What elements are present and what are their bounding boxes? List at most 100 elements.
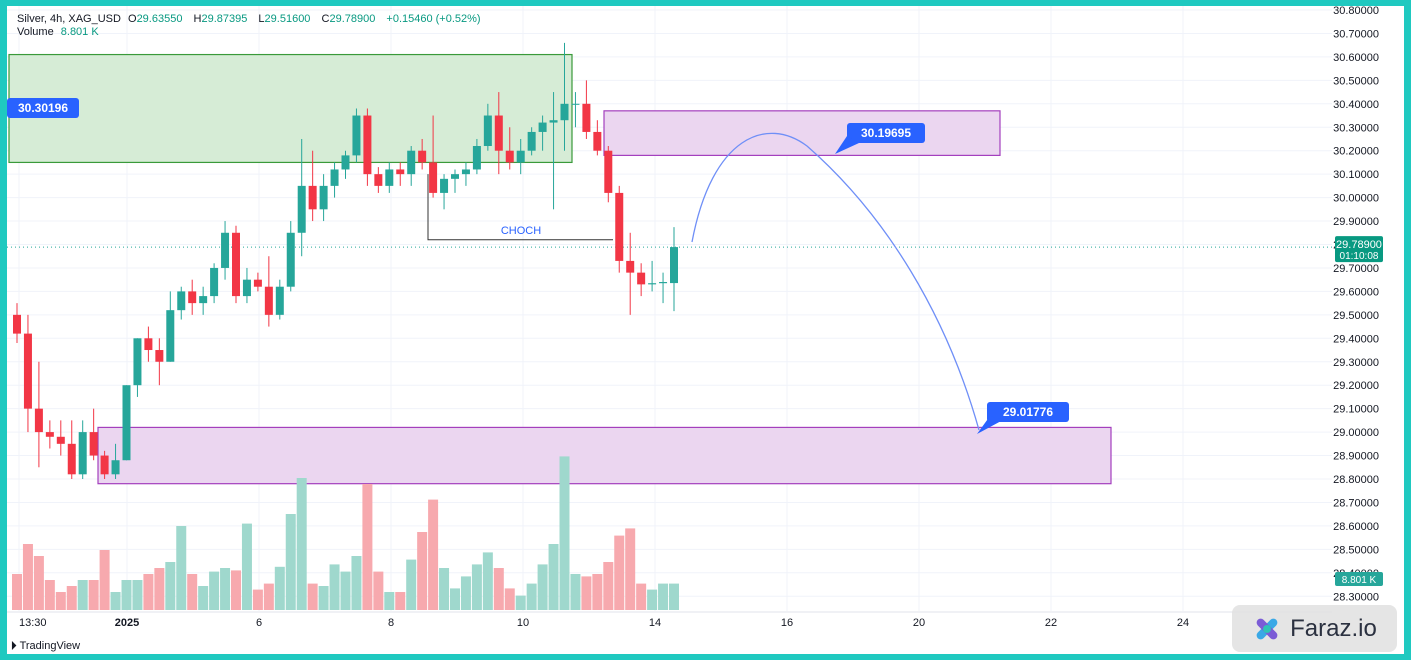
open-value: 29.63550 [136, 13, 183, 25]
volume-bar [373, 571, 384, 610]
price-tick-label: 30.00000 [1333, 193, 1379, 205]
volume-bar [351, 556, 362, 610]
candle-body [637, 272, 646, 285]
volume-bar [198, 586, 209, 610]
high-value: 29.87395 [201, 13, 248, 25]
volume-bar [636, 583, 647, 610]
volume-bar [252, 589, 263, 610]
choch-line [427, 174, 613, 241]
volume-tag [1335, 572, 1383, 586]
candle-body [111, 460, 120, 475]
tradingview-logo[interactable]: ⏵ TradingView [11, 640, 80, 653]
candle-body [221, 232, 230, 268]
volume-bar [231, 570, 241, 610]
price-tick-label: 29.40000 [1333, 333, 1379, 345]
volume-bar [285, 514, 296, 610]
candle-body [89, 432, 98, 456]
price-tick-label: 29.10000 [1333, 404, 1379, 416]
candle-body [78, 432, 87, 475]
volume-bar [12, 574, 22, 610]
volume-bar [88, 580, 99, 610]
target-low-label-tail [977, 416, 1003, 434]
time-tick-label: 16 [781, 617, 793, 629]
projection-curve [691, 132, 980, 431]
price-tick-label: 29.00000 [1333, 427, 1379, 439]
candle-body [166, 310, 175, 362]
volume-bar [209, 571, 220, 610]
price-tick-label: 28.30000 [1333, 591, 1379, 603]
target-low-label: 29.01776 [1003, 405, 1053, 419]
candle-body [418, 150, 427, 163]
candle-body [133, 338, 142, 386]
volume-bar [121, 580, 132, 610]
candle-body [34, 408, 43, 433]
volume-bar [559, 456, 570, 610]
candle-body [275, 286, 284, 315]
volume-bar [110, 592, 121, 610]
volume-bar [614, 535, 625, 610]
volume-label: Volume [17, 26, 54, 38]
price-tick-label: 29.70000 [1333, 263, 1379, 275]
volume-bar [274, 566, 285, 610]
chart-legend: Silver, 4h, XAG_USD O29.63550 H29.87395 … [17, 13, 485, 39]
volume-bar [548, 544, 559, 610]
time-tick-label: 6 [256, 617, 262, 629]
change-value: +0.15460 (+0.52%) [386, 13, 481, 25]
price-tick-label: 30.70000 [1333, 28, 1379, 40]
price-tick-label: 29.50000 [1333, 310, 1379, 322]
top-left-value-label-box [7, 98, 79, 118]
chart-frame[interactable]: CHOCH 30.30196 30.19695 29.01776 30.80000 30.… [7, 6, 1404, 654]
candle-body [549, 120, 558, 123]
candle-body [177, 291, 186, 311]
target-high-label: 30.19695 [861, 126, 911, 140]
price-tick-label: 30.60000 [1333, 52, 1379, 64]
candle-body [188, 291, 197, 304]
time-tick-label: 13:30 [19, 617, 47, 629]
volume-bar [296, 478, 307, 610]
volume-bar [318, 586, 329, 610]
candle-body [264, 286, 273, 315]
low-label: L [258, 13, 265, 25]
time-tick-label: 10 [517, 617, 529, 629]
volume-bar [362, 484, 373, 610]
candle-body [604, 150, 613, 193]
price-tick-label: 28.70000 [1333, 497, 1379, 509]
candle-body [494, 115, 503, 151]
price-chart[interactable]: CHOCH 30.30196 30.19695 29.01776 30.80000 30.… [7, 6, 1404, 654]
candle-body [516, 150, 525, 163]
volume-bar [515, 595, 526, 610]
volume-bar [493, 568, 504, 610]
volume-bar [471, 564, 482, 610]
price-tick-label: 29.60000 [1333, 286, 1379, 298]
last-price-tag [1335, 236, 1383, 263]
volume-bar [55, 592, 66, 610]
volume-tag-value: 8.801 K [1342, 575, 1377, 586]
tradingview-label: TradingView [19, 640, 81, 652]
candle-body [352, 115, 361, 156]
candle-body [659, 282, 668, 284]
symbol-label: Silver, 4h, XAG_USD [17, 13, 121, 25]
volume-bar [165, 562, 176, 610]
candle-body [23, 333, 32, 409]
target-zone-upper [603, 110, 1001, 156]
choch-label: CHOCH [501, 225, 541, 237]
volume-bar [187, 574, 198, 610]
volume-bar [384, 592, 395, 610]
high-label: H [193, 13, 202, 25]
time-tick-label: 2025 [115, 617, 139, 629]
candle-body [67, 443, 76, 475]
candle-body [483, 115, 492, 147]
candle-body [199, 296, 208, 304]
volume-bar [406, 559, 417, 610]
candle-body [319, 185, 328, 210]
price-tick-label: 28.90000 [1333, 451, 1379, 463]
volume-bar [220, 568, 231, 610]
volume-bar [417, 532, 428, 610]
candle-body [396, 169, 405, 175]
volume-bar [132, 580, 143, 610]
volume-bar [176, 526, 187, 610]
faraz-logo-icon [1256, 618, 1278, 639]
candle-body [451, 174, 459, 179]
volume-value: 8.801 K [60, 26, 99, 38]
volume-bar [44, 580, 55, 610]
